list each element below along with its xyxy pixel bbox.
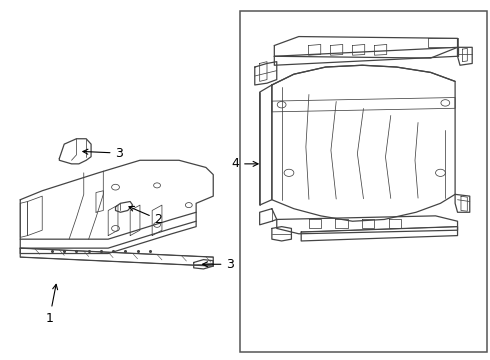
Text: 1: 1 <box>46 284 58 325</box>
Text: 3: 3 <box>83 147 123 159</box>
Text: 2: 2 <box>129 206 163 226</box>
Bar <box>240 12 487 352</box>
Text: 4: 4 <box>231 157 258 170</box>
Text: 3: 3 <box>202 258 234 271</box>
